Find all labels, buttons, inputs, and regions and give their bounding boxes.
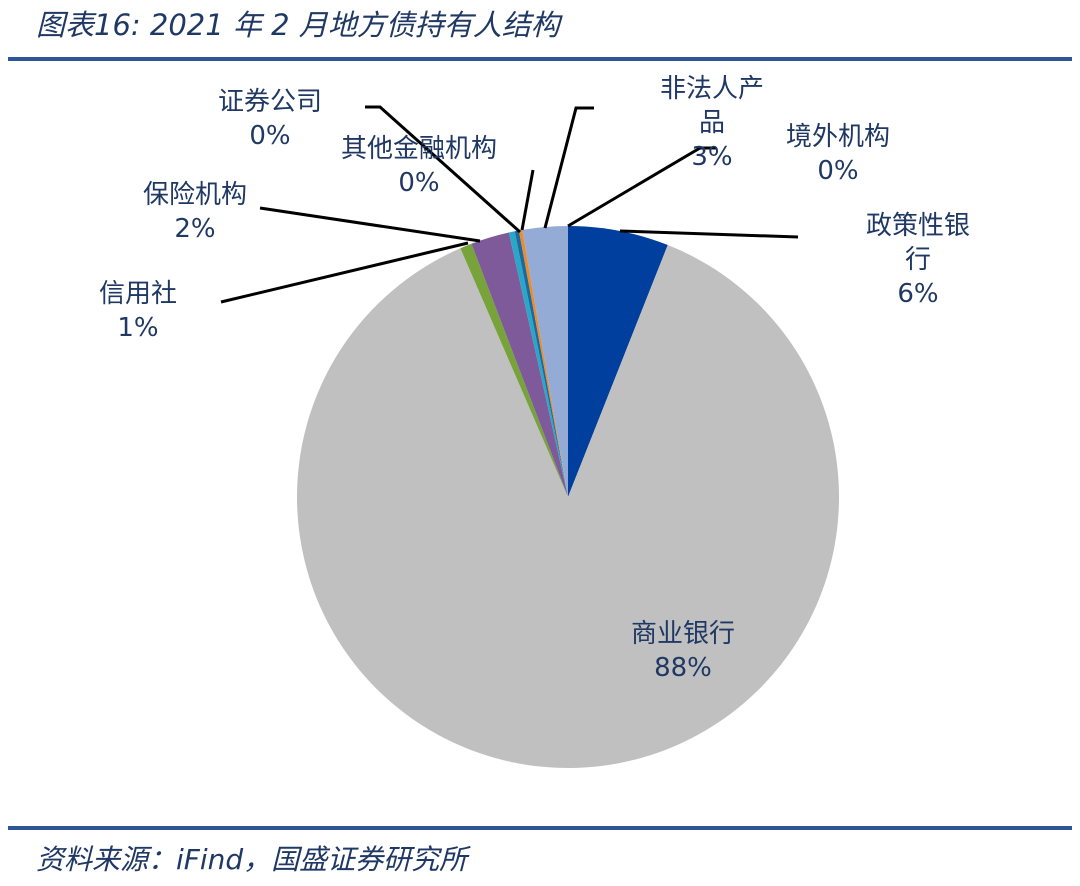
slice-label: 品 (699, 108, 725, 138)
pie-slice (460, 243, 568, 497)
slice-label: 行 (905, 245, 931, 275)
pie-slice (518, 229, 568, 497)
slice-label: 保险机构 (143, 180, 247, 210)
slice-label: 其他金融机构 (341, 134, 497, 164)
slice-label: 境外机构 (786, 122, 890, 152)
slice-percent-label: 1% (117, 313, 158, 343)
slice-percent-label: 3% (691, 142, 732, 172)
bottom-rule (8, 826, 1072, 830)
slice-label: 商业银行 (631, 619, 735, 649)
source-note: 资料来源：iFind，国盛证券研究所 (36, 843, 468, 876)
slice-percent-label: 0% (817, 156, 858, 186)
leader-line (520, 169, 535, 231)
slice-percent-label: 6% (897, 279, 938, 309)
leader-lines (220, 105, 799, 304)
slice-label: 信用社 (99, 279, 177, 309)
chart-title: 图表16: 2021 年 2 月地方债持有人结构 (36, 8, 560, 42)
leader-line (365, 105, 521, 234)
leader-line (619, 229, 799, 239)
leader-line (220, 241, 469, 304)
leader-foreign (567, 146, 716, 228)
slice-percent-label: 2% (174, 214, 215, 244)
pie-slice (296, 245, 839, 768)
pie-slice (522, 226, 568, 497)
slice-percent-label: 0% (249, 121, 290, 151)
pie-slices (296, 226, 839, 768)
pie-slice (568, 226, 668, 497)
slice-label: 政策性银 (866, 211, 970, 241)
pie-slice (471, 232, 568, 497)
leader-line (543, 106, 594, 229)
leader-line (259, 206, 481, 243)
top-rule (8, 57, 1072, 61)
slice-percent-label: 0% (398, 168, 439, 198)
slice-label: 非法人产 (660, 74, 764, 104)
slice-percent-label: 88% (654, 653, 712, 683)
slice-label: 证券公司 (218, 87, 322, 117)
pie-slice (508, 231, 568, 497)
pie-slice (514, 230, 568, 498)
